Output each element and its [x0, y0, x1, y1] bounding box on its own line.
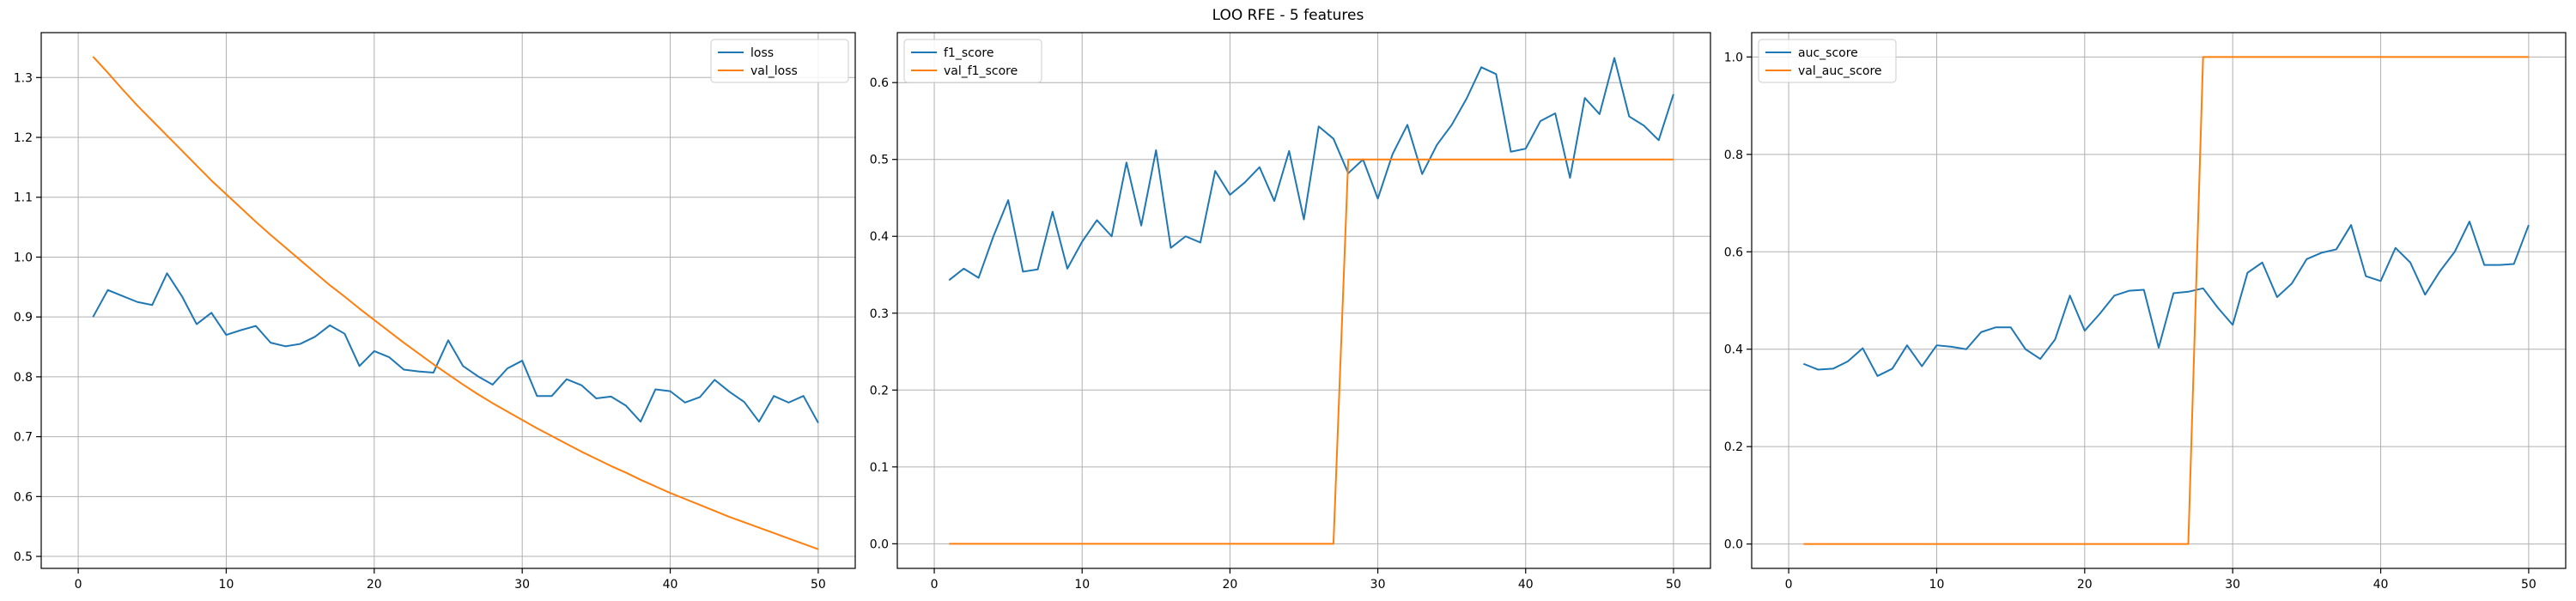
- legend-box: [903, 39, 1042, 83]
- y-tick-label: 0.4: [870, 230, 889, 244]
- x-tick-label: 50: [811, 578, 826, 592]
- legend: loss val_loss: [710, 39, 849, 83]
- legend: f1_score val_f1_score: [903, 39, 1042, 83]
- y-tick-label: 0.6: [14, 490, 33, 504]
- legend-label-val_loss: val_loss: [750, 64, 798, 78]
- y-tick-label: 0.6: [870, 76, 889, 90]
- legend-label-val_auc_score: val_auc_score: [1798, 64, 1882, 78]
- y-tick-label: 0.4: [1724, 343, 1743, 357]
- x-tick-label: 0: [931, 578, 939, 592]
- axes-frame: [896, 32, 1711, 569]
- axes-frame: [1751, 32, 2567, 569]
- x-tick-label: 30: [514, 578, 530, 592]
- series-line-val_loss: [92, 56, 819, 550]
- legend-label-loss: loss: [750, 46, 774, 60]
- legend-label-f1_score: f1_score: [944, 46, 993, 60]
- x-tick-label: 0: [75, 578, 82, 592]
- legend-box: [710, 39, 849, 83]
- y-tick-label: 0.1: [870, 461, 889, 475]
- y-tick-label: 0.8: [14, 371, 33, 385]
- legend-label-auc_score: auc_score: [1798, 46, 1858, 60]
- y-tick-label: 0.2: [870, 384, 889, 398]
- x-tick-label: 10: [1074, 578, 1090, 592]
- x-tick-label: 10: [219, 578, 234, 592]
- y-tick-label: 1.1: [14, 191, 33, 205]
- x-tick-label: 50: [2521, 578, 2537, 592]
- x-tick-label: 30: [1370, 578, 1386, 592]
- y-tick-label: 1.2: [14, 131, 33, 145]
- series-line-f1_score: [948, 57, 1674, 282]
- y-tick-label: 0.2: [1724, 440, 1743, 454]
- y-tick-label: 0.6: [1724, 246, 1743, 259]
- x-tick-label: 0: [1785, 578, 1793, 592]
- x-tick-label: 20: [1222, 578, 1237, 592]
- x-tick-label: 40: [1518, 578, 1534, 592]
- x-tick-label: 20: [367, 578, 382, 592]
- y-tick-label: 1.0: [1724, 51, 1743, 64]
- series-line-val_f1_score: [949, 158, 1674, 545]
- x-tick-label: 20: [2077, 578, 2093, 592]
- legend-label-val_f1_score: val_f1_score: [944, 64, 1018, 78]
- y-tick-label: 1.3: [14, 71, 33, 85]
- subplot-1: 0 10 20 30 40 50 0.0 0.1 0.2 0.3 0.4 0.5 0.6 f1_score…: [870, 32, 1711, 592]
- x-tick-label: 50: [1666, 578, 1681, 592]
- y-tick-label: 0.5: [14, 550, 33, 564]
- y-tick-label: 0.8: [1724, 149, 1743, 162]
- y-tick-label: 0.0: [1724, 538, 1743, 552]
- series-line-loss: [92, 272, 819, 424]
- figure-title: LOO RFE - 5 features: [1212, 7, 1364, 24]
- series-line-val_auc_score: [1803, 56, 2529, 545]
- y-tick-label: 0.5: [870, 154, 889, 167]
- legend: auc_score val_auc_score: [1758, 39, 1897, 83]
- series-line-auc_score: [1802, 221, 2530, 377]
- legend-box: [1758, 39, 1897, 83]
- axes-frame: [40, 32, 856, 569]
- y-tick-label: 0.0: [870, 537, 889, 551]
- subplot-0: 0 10 20 30 40 50 0.5 0.6 0.7 0.8 0.9 1.0 1.1 1.2 1.3 lo…: [14, 32, 856, 592]
- x-tick-label: 30: [2225, 578, 2240, 592]
- subplot-2: 0 10 20 30 40 50 0.0 0.2 0.4 0.6 0.8 1.0 auc_scoreva…: [1724, 32, 2567, 592]
- y-tick-label: 0.7: [14, 431, 33, 445]
- y-tick-label: 0.3: [870, 307, 889, 321]
- y-tick-label: 1.0: [14, 251, 33, 264]
- x-tick-label: 10: [1929, 578, 1945, 592]
- x-tick-label: 40: [2373, 578, 2389, 592]
- x-tick-label: 40: [663, 578, 678, 592]
- y-tick-label: 0.9: [14, 311, 33, 325]
